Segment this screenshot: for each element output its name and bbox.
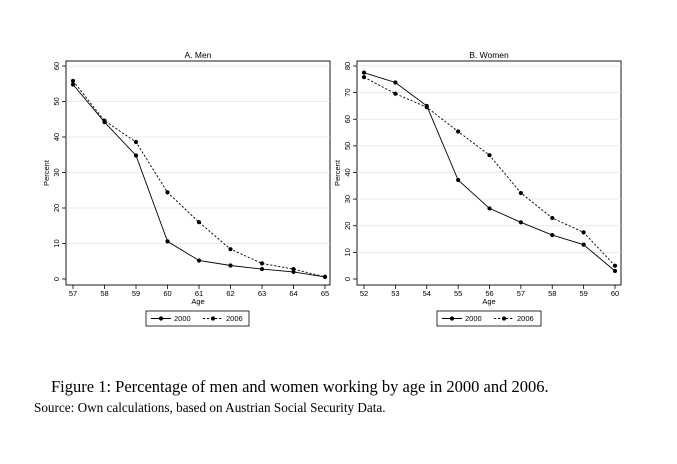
data-point-2006 — [259, 261, 265, 266]
x-tick-label: 59 — [132, 289, 140, 298]
y-tick-label: 70 — [343, 88, 352, 96]
chart-panel-men: A. Men 0 10 20 30 40 50 60 57 58 59 60 61 62 63 64 65 Age… — [42, 50, 331, 327]
x-tick-label: 59 — [579, 289, 587, 298]
chart-title: A. Men — [185, 50, 212, 60]
data-point-2000 — [581, 242, 586, 247]
data-point-2000 — [165, 239, 170, 244]
series-line-2006 — [363, 76, 616, 267]
data-point-2000 — [456, 177, 461, 183]
figure-caption: Figure 1: Percentage of men and women wo… — [51, 377, 549, 396]
y-tick-label: 10 — [52, 239, 61, 247]
y-axis-label: Percent — [42, 159, 51, 186]
x-tick-label: 56 — [485, 289, 493, 298]
legend-marker-2000 — [449, 316, 455, 321]
legend-label-2000: 2000 — [174, 314, 191, 323]
x-tick-label: 55 — [454, 289, 462, 298]
data-point-2006 — [165, 190, 170, 195]
data-point-2006 — [456, 129, 461, 134]
x-tick-label: 57 — [517, 289, 525, 298]
data-point-2006 — [550, 215, 555, 221]
x-tick-label: 62 — [226, 289, 234, 298]
data-point-2006 — [102, 118, 107, 123]
data-point-2006 — [581, 230, 586, 235]
legend: 2000 2006 — [436, 310, 542, 327]
data-point-2006 — [70, 78, 76, 84]
data-point-2000 — [133, 153, 139, 158]
data-point-2000 — [361, 70, 367, 75]
y-tick-label: 0 — [52, 277, 61, 281]
legend-marker-2006 — [501, 316, 507, 321]
y-tick-label: 80 — [343, 62, 352, 70]
x-tick-label: 64 — [289, 289, 297, 298]
x-axis-label: Age — [482, 297, 495, 306]
series-line-2000 — [72, 84, 326, 278]
legend-box — [436, 310, 542, 327]
data-point-2000 — [612, 268, 618, 274]
legend-label-2006: 2006 — [226, 314, 243, 323]
x-tick-label: 60 — [611, 289, 619, 298]
data-point-2000 — [550, 232, 555, 238]
x-tick-label: 57 — [69, 289, 77, 298]
data-point-2000 — [393, 80, 398, 85]
data-point-2000 — [70, 82, 76, 87]
data-point-2006 — [228, 247, 233, 252]
legend-box — [145, 310, 250, 327]
y-tick-label: 20 — [52, 204, 61, 212]
data-point-2006 — [361, 75, 367, 80]
data-point-2006 — [612, 263, 618, 268]
y-tick-label: 20 — [343, 222, 352, 230]
legend-marker-2006 — [210, 316, 216, 321]
y-tick-label: 60 — [52, 62, 61, 70]
data-point-2000 — [196, 258, 202, 263]
x-tick-label: 63 — [258, 289, 266, 298]
y-tick-label: 50 — [343, 142, 352, 150]
legend-label-2006: 2006 — [517, 314, 534, 323]
figure-source: Source: Own calculations, based on Austr… — [34, 400, 386, 415]
data-point-2006 — [487, 153, 492, 158]
x-tick-label: 54 — [423, 289, 431, 298]
y-tick-label: 30 — [343, 195, 352, 203]
y-tick-label: 40 — [343, 168, 352, 176]
x-axis-label: Age — [191, 297, 204, 306]
data-point-2006 — [196, 220, 202, 225]
y-tick-label: 10 — [343, 248, 352, 256]
chart-title: B. Women — [469, 50, 509, 60]
y-tick-label: 30 — [52, 168, 61, 176]
legend: 2000 2006 — [145, 310, 250, 327]
y-tick-label: 60 — [343, 115, 352, 123]
data-point-2000 — [518, 220, 523, 225]
data-point-2006 — [518, 190, 523, 196]
y-tick-label: 0 — [343, 277, 352, 281]
series-line-2006 — [72, 80, 326, 278]
plot-frame — [65, 60, 331, 286]
data-point-2000 — [487, 206, 492, 211]
data-point-2000 — [228, 263, 233, 268]
chart-panel-women: B. Women 0 10 20 30 40 50 60 70 80 52 53 54 55 56 57 58 5… — [333, 50, 622, 327]
series-line-2000 — [363, 72, 616, 272]
x-tick-label: 53 — [391, 289, 399, 298]
data-point-2006 — [133, 139, 139, 145]
y-axis-label: Percent — [333, 159, 342, 186]
y-tick-label: 50 — [52, 97, 61, 105]
x-tick-label: 58 — [100, 289, 108, 298]
x-tick-label: 60 — [163, 289, 171, 298]
plot-frame — [356, 60, 622, 286]
data-point-2006 — [393, 91, 398, 96]
y-tick-label: 40 — [52, 133, 61, 141]
data-point-2006 — [291, 266, 296, 272]
data-point-2006 — [424, 105, 429, 110]
x-tick-label: 65 — [321, 289, 329, 298]
x-tick-label: 61 — [195, 289, 203, 298]
x-tick-label: 58 — [548, 289, 556, 298]
legend-marker-2000 — [158, 316, 164, 321]
legend-label-2000: 2000 — [465, 314, 482, 323]
data-point-2000 — [259, 266, 265, 272]
data-point-2006 — [322, 274, 328, 279]
x-tick-label: 52 — [360, 289, 368, 298]
